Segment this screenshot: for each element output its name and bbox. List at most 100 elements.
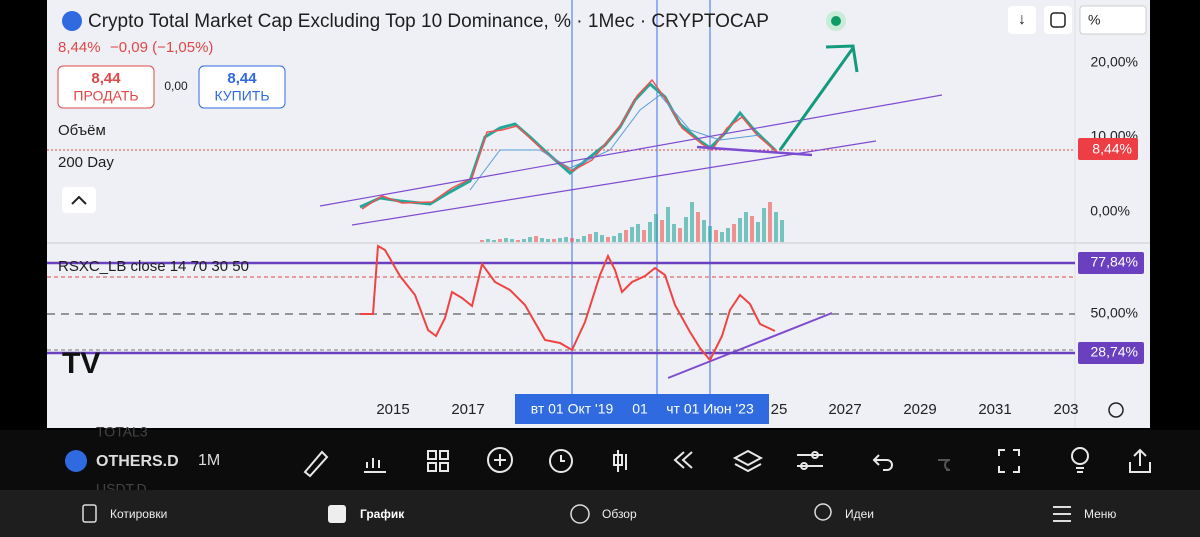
time-label: 25 xyxy=(771,401,788,418)
nav-item[interactable]: Идеи xyxy=(845,507,874,521)
nav-icon xyxy=(1053,506,1071,522)
trendlines xyxy=(319,94,943,379)
price-axis-label: 0,00% xyxy=(1090,203,1130,219)
volume-bar xyxy=(678,228,682,242)
settings-icon[interactable] xyxy=(1108,402,1124,418)
volume-bar xyxy=(558,238,562,242)
volume-bar xyxy=(594,232,598,242)
volume-bar xyxy=(654,214,658,242)
volume-bar xyxy=(756,222,760,242)
live-dot xyxy=(831,16,841,26)
nav-item[interactable]: Меню xyxy=(1084,507,1116,521)
volume-bar xyxy=(720,232,724,242)
chart-title: Crypto Total Market Cap Excluding Top 10… xyxy=(88,11,769,32)
volume-bar xyxy=(564,237,568,242)
volume-bar xyxy=(516,240,520,242)
last-price: 8,44% xyxy=(58,39,101,56)
volume-bar xyxy=(642,230,646,242)
volume-bar xyxy=(588,234,592,242)
crosshair-lines xyxy=(571,0,711,395)
interval[interactable]: 1M xyxy=(198,452,220,469)
symbol-logo xyxy=(62,11,82,31)
nav-item[interactable]: Обзор xyxy=(602,507,637,521)
volume-bar xyxy=(732,224,736,242)
volume-bar xyxy=(480,240,484,242)
indicator-label: Объём xyxy=(58,122,106,139)
toolbar xyxy=(0,430,1200,490)
spread: 0,00 xyxy=(164,79,188,93)
volume-bar xyxy=(762,208,766,242)
rsi-label: RSXC_LB close 14 70 30 50 xyxy=(58,258,249,275)
chart-area xyxy=(47,0,1150,428)
volume-bar xyxy=(528,237,532,242)
sell-button[interactable] xyxy=(57,65,155,109)
nav-icon xyxy=(82,504,97,523)
volume-bar xyxy=(630,227,634,242)
volume-bar xyxy=(552,239,556,242)
rsi-lower: 28,74% xyxy=(1091,344,1138,360)
volume-bar xyxy=(606,237,610,242)
volume-bar xyxy=(522,239,526,242)
nav-item[interactable]: Котировки xyxy=(110,507,167,521)
download-button[interactable] xyxy=(1008,6,1036,34)
volume-bar xyxy=(612,236,616,242)
volume-bar xyxy=(768,202,772,242)
crosshair-badge xyxy=(515,394,769,424)
indicator-label: 200 Day xyxy=(58,154,114,171)
rsi-upper: 77,84% xyxy=(1091,254,1138,270)
volume-bar xyxy=(618,233,622,242)
ma-line xyxy=(469,94,761,191)
unit-button[interactable] xyxy=(1079,5,1147,35)
redo-icon[interactable] xyxy=(938,459,951,471)
nav-icon xyxy=(570,504,590,524)
volume-bar xyxy=(570,238,574,242)
volume-bar xyxy=(624,230,628,242)
collapse-button[interactable] xyxy=(62,187,96,213)
volume-bar xyxy=(546,239,550,242)
volume-bar xyxy=(738,218,742,242)
volume-bar xyxy=(774,212,778,242)
volume-bar xyxy=(510,239,514,242)
toolbar-icons[interactable] xyxy=(303,447,1151,478)
volume-bar xyxy=(690,202,694,242)
price-axis-label: 20,00% xyxy=(1091,54,1138,70)
sell-label: ПРОДАТЬ xyxy=(73,88,138,104)
time-label: 2029 xyxy=(903,401,936,418)
time-label: 2015 xyxy=(376,401,409,418)
volume-bar xyxy=(636,224,640,242)
price-series-shadow xyxy=(361,78,778,210)
symbol[interactable]: OTHERS.D xyxy=(96,453,179,470)
volume-bar xyxy=(648,222,652,242)
time-label: 203 xyxy=(1053,401,1078,418)
volume-bar xyxy=(780,220,784,242)
buy-price: 8,44 xyxy=(227,70,257,87)
volume xyxy=(480,202,784,242)
volume-bar xyxy=(726,228,730,242)
volume-bar xyxy=(582,236,586,242)
volume-bar xyxy=(708,226,712,242)
collapse-icon xyxy=(71,195,87,205)
time-label: 2027 xyxy=(828,401,861,418)
volume-bar xyxy=(672,224,676,242)
volume-bar xyxy=(684,217,688,242)
scale-button[interactable] xyxy=(1044,6,1072,34)
buy-button[interactable] xyxy=(198,65,286,109)
rsi-lower-badge xyxy=(1078,342,1144,364)
rsi-upper-badge xyxy=(1078,252,1144,274)
download-icon: ↓ xyxy=(1018,11,1026,28)
crosshair-label: вт 01 Окт '19 xyxy=(531,401,614,417)
volume-bar xyxy=(492,240,496,242)
volume-bar xyxy=(540,238,544,242)
volume-bar xyxy=(714,230,718,242)
volume-bar xyxy=(744,212,748,242)
nav-item[interactable]: График xyxy=(360,507,405,521)
tv-logo: TV xyxy=(62,347,100,380)
rsi-mid: 50,00% xyxy=(1091,305,1138,321)
ghost-symbol: TOTAL3 xyxy=(96,424,148,440)
symbol-logo xyxy=(65,450,87,472)
unit-label: % xyxy=(1088,12,1100,28)
crosshair-label: чт 01 Июн '23 xyxy=(666,401,754,417)
buy-label: КУПИТЬ xyxy=(214,88,269,104)
price-change: −0,09 (−1,05%) xyxy=(110,39,213,56)
volume-bar xyxy=(750,216,754,242)
